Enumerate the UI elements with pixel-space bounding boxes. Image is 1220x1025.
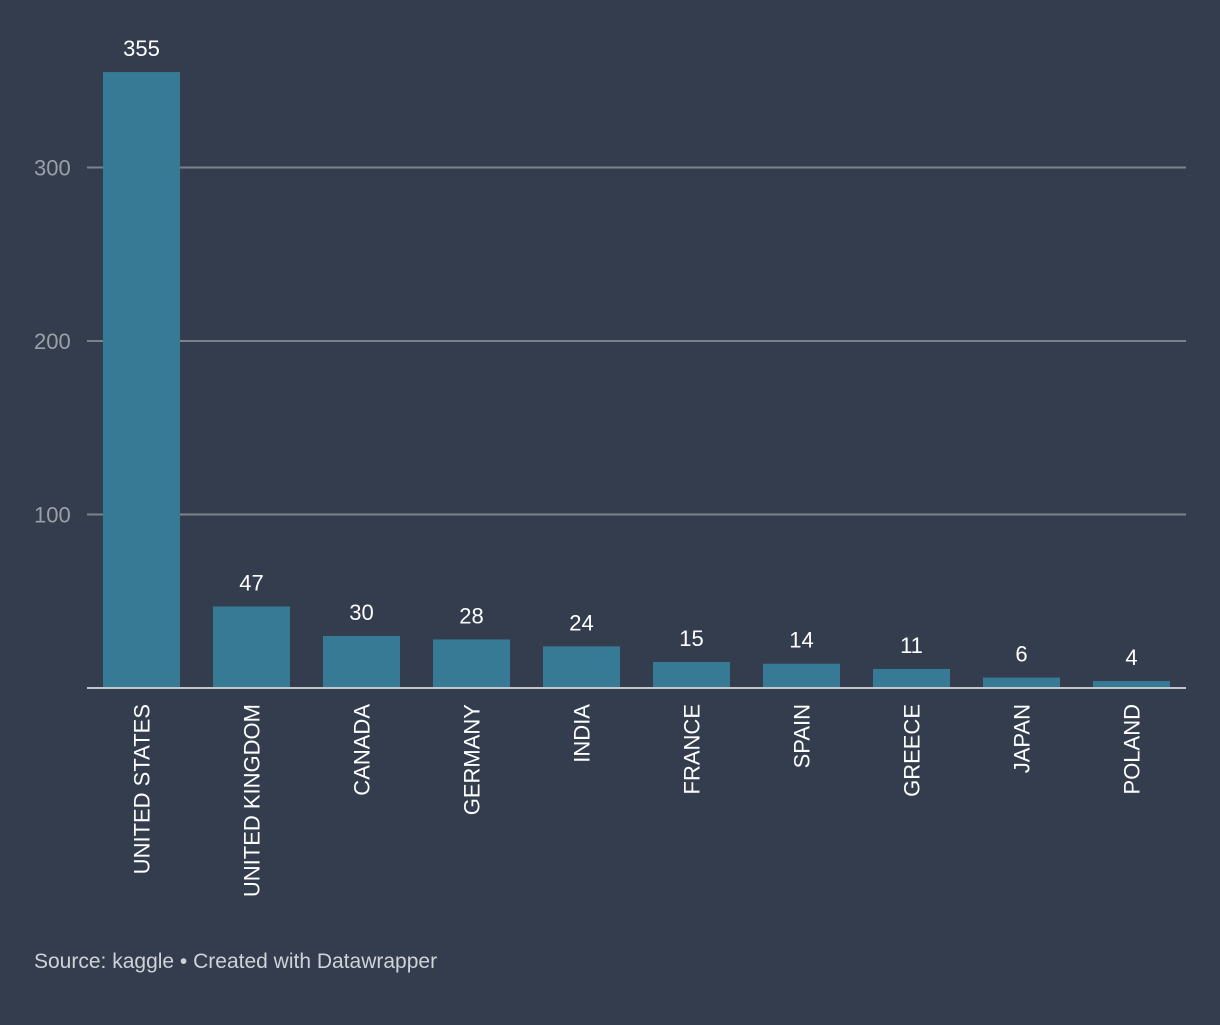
category-label-germany: GERMANY — [460, 704, 485, 816]
data-label-france: 15 — [679, 626, 703, 651]
x-axis-category-labels: UNITED STATES UNITED KINGDOM CANADA GERMANY… — [130, 704, 1145, 897]
bar-france — [653, 661, 730, 688]
data-label-poland: 4 — [1125, 645, 1137, 670]
bar-india — [543, 646, 620, 688]
data-label-united-states: 355 — [123, 36, 160, 61]
bar-spain — [763, 663, 840, 688]
data-labels: 355 47 30 28 24 15 14 11 6 4 — [123, 36, 1137, 670]
data-label-canada: 30 — [349, 600, 373, 625]
y-tick-label-100: 100 — [34, 503, 71, 528]
data-label-japan: 6 — [1015, 642, 1027, 667]
data-label-spain: 14 — [789, 628, 813, 653]
bar-germany — [433, 639, 510, 688]
data-label-united-kingdom: 47 — [239, 570, 263, 595]
gridlines — [87, 166, 1186, 516]
category-label-united-kingdom: UNITED KINGDOM — [240, 704, 265, 897]
bar-japan — [983, 677, 1060, 688]
category-label-france: FRANCE — [680, 704, 705, 794]
bars — [103, 72, 1170, 688]
data-label-india: 24 — [569, 610, 593, 635]
y-tick-label-300: 300 — [34, 156, 71, 181]
category-label-united-states: UNITED STATES — [130, 704, 155, 874]
bar-united-states — [103, 72, 180, 688]
y-axis-tick-labels: 100 200 300 — [34, 156, 71, 528]
bar-canada — [323, 635, 400, 688]
data-label-greece: 11 — [900, 633, 923, 658]
category-label-india: INDIA — [570, 704, 595, 763]
bar-united-kingdom — [213, 606, 290, 688]
y-tick-label-200: 200 — [34, 329, 71, 354]
category-label-japan: JAPAN — [1010, 704, 1035, 773]
data-label-germany: 28 — [459, 603, 483, 628]
bar-greece — [873, 668, 950, 688]
category-label-poland: POLAND — [1120, 704, 1145, 794]
category-label-canada: CANADA — [350, 704, 375, 796]
category-label-greece: GREECE — [900, 704, 925, 797]
bar-poland — [1093, 681, 1170, 688]
source-credit: Source: kaggle • Created with Datawrappe… — [34, 950, 438, 973]
category-label-spain: SPAIN — [790, 704, 815, 768]
